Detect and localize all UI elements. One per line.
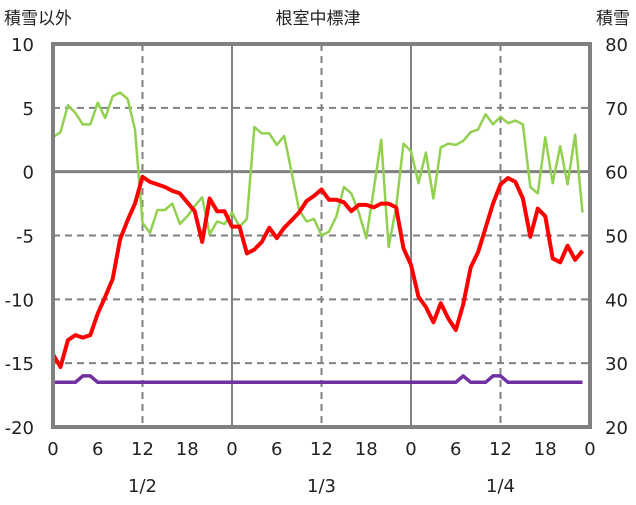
left-tick-label: -10 bbox=[5, 290, 34, 311]
plot-frame bbox=[51, 42, 592, 429]
grid bbox=[53, 44, 590, 427]
left-tick-label: 10 bbox=[11, 35, 34, 56]
left-tick-label: -15 bbox=[5, 354, 34, 375]
left-axis-label: 積雪以外 bbox=[4, 9, 72, 29]
x-tick-label: 6 bbox=[271, 439, 282, 460]
right-tick-label: 80 bbox=[605, 35, 628, 56]
x-tick-label: 0 bbox=[584, 439, 595, 460]
left-tick-label: -5 bbox=[16, 227, 34, 248]
date-label: 1/4 bbox=[486, 476, 515, 497]
date-label: 1/3 bbox=[307, 476, 336, 497]
right-tick-label: 30 bbox=[605, 354, 628, 375]
x-tick-label: 6 bbox=[92, 439, 103, 460]
x-tick-label: 0 bbox=[405, 439, 416, 460]
right-tick-label: 60 bbox=[605, 163, 628, 184]
right-tick-label: 70 bbox=[605, 99, 628, 120]
x-tick-label: 0 bbox=[47, 439, 58, 460]
x-tick-label: 12 bbox=[310, 439, 333, 460]
right-tick-label: 50 bbox=[605, 227, 628, 248]
x-tick-label: 12 bbox=[489, 439, 512, 460]
x-tick-label: 6 bbox=[450, 439, 461, 460]
x-tick-label: 18 bbox=[176, 439, 199, 460]
chart-title: 根室中標津 bbox=[276, 9, 361, 29]
right-tick-label: 20 bbox=[605, 418, 628, 439]
snow-depth-line bbox=[53, 374, 583, 385]
left-tick-label: 5 bbox=[23, 99, 34, 120]
left-tick-label: -20 bbox=[5, 418, 34, 439]
left-tick-label: 0 bbox=[23, 163, 34, 184]
green-series-line bbox=[52, 91, 584, 249]
x-tick-label: 18 bbox=[534, 439, 557, 460]
x-tick-label: 12 bbox=[131, 439, 154, 460]
temperature-line bbox=[51, 174, 585, 369]
right-tick-label: 40 bbox=[605, 290, 628, 311]
right-axis-label: 積雪 bbox=[596, 9, 630, 29]
x-tick-label: 18 bbox=[355, 439, 378, 460]
x-tick-label: 0 bbox=[226, 439, 237, 460]
date-label: 1/2 bbox=[128, 476, 157, 497]
series-group bbox=[51, 91, 585, 385]
